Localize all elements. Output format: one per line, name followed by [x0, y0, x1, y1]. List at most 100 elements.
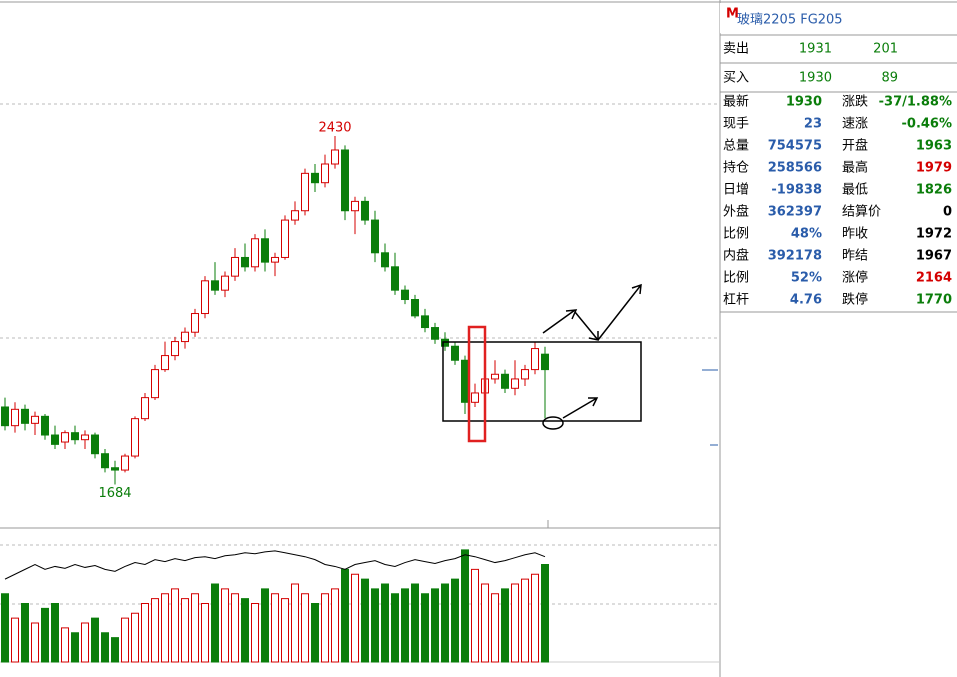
candle-body [421, 315, 429, 329]
high-label: 2430 [318, 120, 351, 135]
volume-bar [171, 588, 179, 663]
field-value: 1826 [916, 183, 952, 198]
field-label: 内盘 [723, 248, 749, 264]
title-bar [720, 3, 957, 33]
candle-body [401, 289, 409, 301]
highlight-oval [542, 416, 564, 430]
field-label: 速涨 [842, 117, 868, 132]
volume-bar [401, 588, 409, 663]
candle-body [41, 415, 49, 436]
field-label: 跌停 [842, 292, 868, 308]
candle-body [201, 280, 209, 315]
volume-bar [161, 593, 169, 663]
candle-body [221, 275, 229, 291]
candle-body [151, 369, 159, 399]
volume-bar [521, 578, 529, 663]
volume-bar [391, 593, 399, 663]
candle-body [341, 149, 349, 212]
candle-body [461, 359, 469, 403]
field-value: 258566 [768, 161, 822, 176]
volume-bar [431, 588, 439, 663]
volume-bar [531, 573, 539, 663]
candle-body [351, 200, 359, 212]
candle-body [1, 406, 9, 427]
volume-bar [1, 593, 9, 663]
field-value: 1770 [916, 293, 952, 308]
volume-bar [421, 593, 429, 663]
volume-bar [111, 637, 119, 663]
volume-bar [501, 588, 509, 663]
badge: M [726, 7, 739, 22]
field-value: 4.76 [790, 293, 822, 308]
field-label: 涨停 [842, 270, 868, 286]
ask-qty: 201 [873, 42, 898, 57]
volume-bar [271, 593, 279, 663]
candle-body [161, 355, 169, 371]
field-value: 1963 [916, 139, 952, 154]
arrows [542, 283, 642, 419]
volume-bar [261, 588, 269, 663]
volume-bar [51, 603, 59, 663]
volume-bar [61, 627, 69, 663]
candles: 2430 1684 [1, 120, 549, 663]
volume-bar [301, 593, 309, 663]
volume-bar [511, 583, 519, 663]
candle-body [121, 455, 129, 471]
candle-body [251, 238, 259, 268]
volume-bar [351, 573, 359, 663]
arrow [574, 311, 599, 341]
field-value: 754575 [768, 139, 822, 154]
volume-bar [541, 564, 549, 663]
volume-bar [101, 632, 109, 663]
candle-body [541, 353, 549, 371]
field-value: 362397 [768, 205, 822, 220]
field-label: 外盘 [723, 204, 749, 220]
candle-body [281, 219, 289, 258]
volume-bar [281, 598, 289, 663]
field-value: 1979 [916, 161, 952, 176]
candle-body [371, 219, 379, 254]
candle-body [431, 327, 439, 340]
field-value: 392178 [768, 249, 822, 264]
volume-bar [341, 568, 349, 663]
field-value: -19838 [771, 183, 822, 198]
candle-body [171, 341, 179, 357]
candle-body [271, 256, 279, 263]
field-value: 52% [791, 271, 822, 286]
volume-bar [461, 549, 469, 663]
candle-body [181, 331, 189, 343]
candle-body [321, 163, 329, 184]
bid-qty: 89 [881, 71, 898, 86]
field-label: 涨跌 [842, 94, 868, 110]
candle-body [111, 467, 119, 471]
candle-body [501, 373, 509, 389]
candle-body [471, 392, 479, 403]
volume-bar [201, 603, 209, 663]
field-value: 48% [791, 227, 822, 242]
volume-bar [211, 583, 219, 663]
highlight-box [442, 341, 642, 422]
volume-bar [331, 588, 339, 663]
volume-bar [251, 603, 259, 663]
volume-bar [471, 568, 479, 663]
field-value: 1967 [916, 249, 952, 264]
candle-body [301, 172, 309, 212]
candle-body [531, 348, 539, 371]
candle-body [491, 373, 499, 380]
volume-bar [231, 593, 239, 663]
volume-bar [181, 598, 189, 663]
field-value: 1930 [786, 95, 822, 110]
volume-bar [481, 583, 489, 663]
candle-body [81, 434, 89, 441]
volume-bar [321, 593, 329, 663]
volume-bar [291, 583, 299, 663]
candle-body [11, 408, 19, 427]
candle-body [231, 256, 239, 277]
bid-label: 买入 [723, 71, 749, 86]
volume-bar [31, 622, 39, 663]
field-label: 日增 [723, 183, 749, 198]
volume-bar [411, 583, 419, 663]
volume-bar [381, 583, 389, 663]
field-label: 昨结 [842, 249, 868, 264]
